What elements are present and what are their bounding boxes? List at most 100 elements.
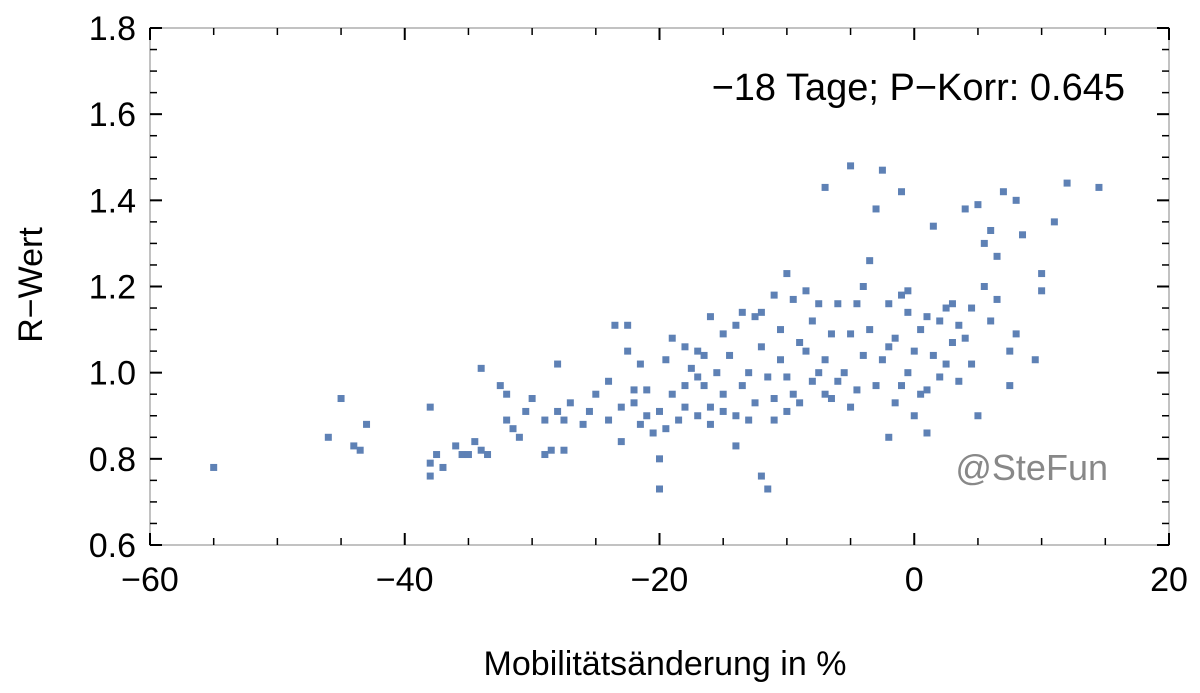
data-point — [898, 291, 906, 299]
data-point — [764, 485, 772, 493]
data-point — [566, 399, 574, 407]
data-point — [904, 287, 912, 295]
data-point — [827, 330, 835, 338]
data-point — [624, 347, 632, 355]
data-point — [929, 351, 937, 359]
data-point — [987, 226, 995, 234]
data-point — [585, 407, 593, 415]
y-tick-label: 1.0 — [89, 355, 136, 393]
data-point — [350, 442, 358, 450]
data-point — [878, 166, 886, 174]
data-point — [821, 390, 829, 398]
data-point — [751, 313, 759, 321]
data-point — [974, 201, 982, 209]
data-point — [560, 446, 568, 454]
data-point — [789, 390, 797, 398]
data-point — [1038, 287, 1046, 295]
data-point — [840, 369, 848, 377]
x-tick-label: −60 — [121, 561, 179, 599]
data-point — [706, 313, 714, 321]
data-point — [630, 386, 638, 394]
data-point — [324, 433, 332, 441]
data-point — [821, 183, 829, 191]
data-point — [1095, 183, 1103, 191]
data-point — [898, 382, 906, 390]
axes: 0.6 0.8 1.0 1.2 1.4 1.6 1.8 −60 −40 −20 0 20 — [89, 10, 1188, 599]
data-point — [961, 334, 969, 342]
data-point — [980, 239, 988, 247]
data-point — [847, 162, 855, 170]
data-point — [904, 308, 912, 316]
data-point — [681, 382, 689, 390]
data-point — [1063, 179, 1071, 187]
data-point — [815, 300, 823, 308]
data-point — [802, 287, 810, 295]
data-point — [770, 291, 778, 299]
data-point — [796, 399, 804, 407]
data-point — [745, 369, 753, 377]
data-point — [885, 343, 893, 351]
data-point — [783, 407, 791, 415]
y-tick-label: 1.6 — [89, 96, 136, 134]
data-point — [859, 351, 867, 359]
data-point — [904, 369, 912, 377]
data-point — [668, 334, 676, 342]
data-point — [738, 382, 746, 390]
data-point — [681, 403, 689, 411]
data-point — [547, 446, 555, 454]
data-point — [770, 416, 778, 424]
data-point — [439, 463, 447, 471]
data-point — [808, 377, 816, 385]
data-point — [681, 343, 689, 351]
data-point — [656, 407, 663, 415]
data-point — [426, 459, 434, 467]
data-point — [541, 416, 549, 424]
data-point — [592, 390, 600, 398]
data-point — [751, 399, 759, 407]
data-point — [503, 390, 511, 398]
data-point — [961, 205, 969, 213]
data-point — [1012, 330, 1020, 338]
data-point — [834, 377, 842, 385]
data-point — [541, 451, 549, 459]
data-point — [885, 433, 893, 441]
data-point — [968, 360, 976, 368]
data-point — [528, 395, 536, 403]
correlation-annotation: −18 Tage; P−Korr: 0.645 — [712, 67, 1125, 109]
data-point — [777, 356, 785, 364]
data-point — [738, 308, 746, 316]
x-tick-label: −20 — [631, 561, 689, 599]
data-point — [700, 351, 708, 359]
data-point — [719, 407, 727, 415]
data-point — [732, 442, 740, 450]
data-point — [617, 403, 625, 411]
data-point — [706, 403, 714, 411]
data-point — [923, 386, 931, 394]
data-point — [821, 356, 829, 364]
data-point — [827, 395, 835, 403]
data-point — [872, 382, 880, 390]
data-point — [910, 412, 918, 420]
data-point — [808, 317, 816, 325]
data-point — [987, 317, 995, 325]
data-point — [1038, 270, 1046, 278]
data-point — [936, 373, 944, 381]
data-point — [636, 360, 644, 368]
data-point — [777, 326, 785, 334]
data-point — [834, 300, 842, 308]
data-point — [356, 446, 364, 454]
data-point — [885, 300, 893, 308]
data-point — [1006, 382, 1014, 390]
data-point — [993, 295, 1001, 303]
data-point — [713, 369, 721, 377]
data-point — [687, 364, 695, 372]
data-point — [859, 283, 867, 290]
data-point — [452, 442, 460, 450]
data-point — [878, 356, 886, 364]
data-point — [719, 330, 727, 338]
data-point — [955, 377, 963, 385]
data-point — [477, 364, 485, 372]
data-point — [732, 321, 740, 329]
